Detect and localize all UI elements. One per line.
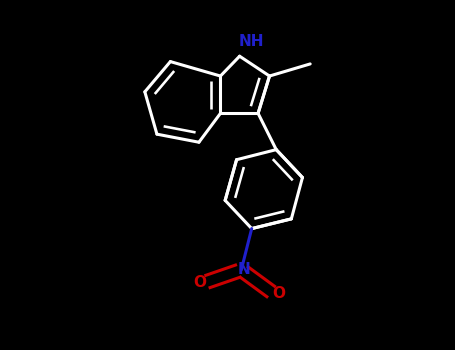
- Text: N: N: [238, 262, 251, 278]
- Text: O: O: [273, 286, 285, 301]
- Text: NH: NH: [239, 34, 264, 49]
- Text: O: O: [193, 275, 206, 290]
